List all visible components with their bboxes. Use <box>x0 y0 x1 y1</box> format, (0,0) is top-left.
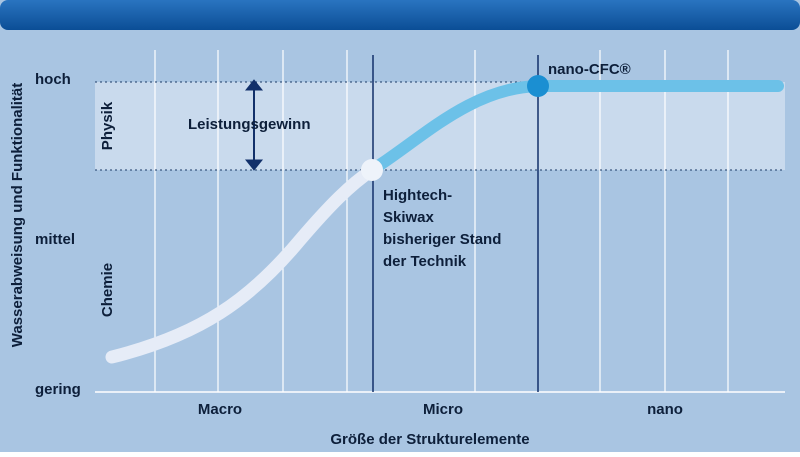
curve-chemistry <box>105 163 379 364</box>
x-label: Macro <box>198 401 242 418</box>
y-label: mittel <box>35 231 75 248</box>
nano-label: nano-CFC® <box>548 61 631 78</box>
zone-label: Chemie <box>99 263 116 317</box>
hightech-label: Hightech- <box>383 187 452 204</box>
y-label: hoch <box>35 71 71 88</box>
gain-arrow <box>244 79 264 171</box>
header-bar <box>0 0 800 30</box>
y-axis-title: Wasserabweisung und Funktionalität <box>9 83 26 347</box>
x-axis-title: Größe der Strukturelemente <box>330 431 529 448</box>
grid <box>154 50 729 392</box>
curve-physics <box>366 80 784 176</box>
point-nano <box>527 75 549 97</box>
gain-label: Leistungsgewinn <box>188 116 311 133</box>
hightech-label: der Technik <box>383 253 467 270</box>
point-hightech <box>361 159 383 181</box>
x-label: Micro <box>423 401 463 418</box>
hightech-label: Skiwax <box>383 209 435 226</box>
x-label: nano <box>647 401 683 418</box>
y-label: gering <box>35 381 81 398</box>
zone-label: Physik <box>99 101 116 150</box>
hightech-label: bisheriger Stand <box>383 231 501 248</box>
